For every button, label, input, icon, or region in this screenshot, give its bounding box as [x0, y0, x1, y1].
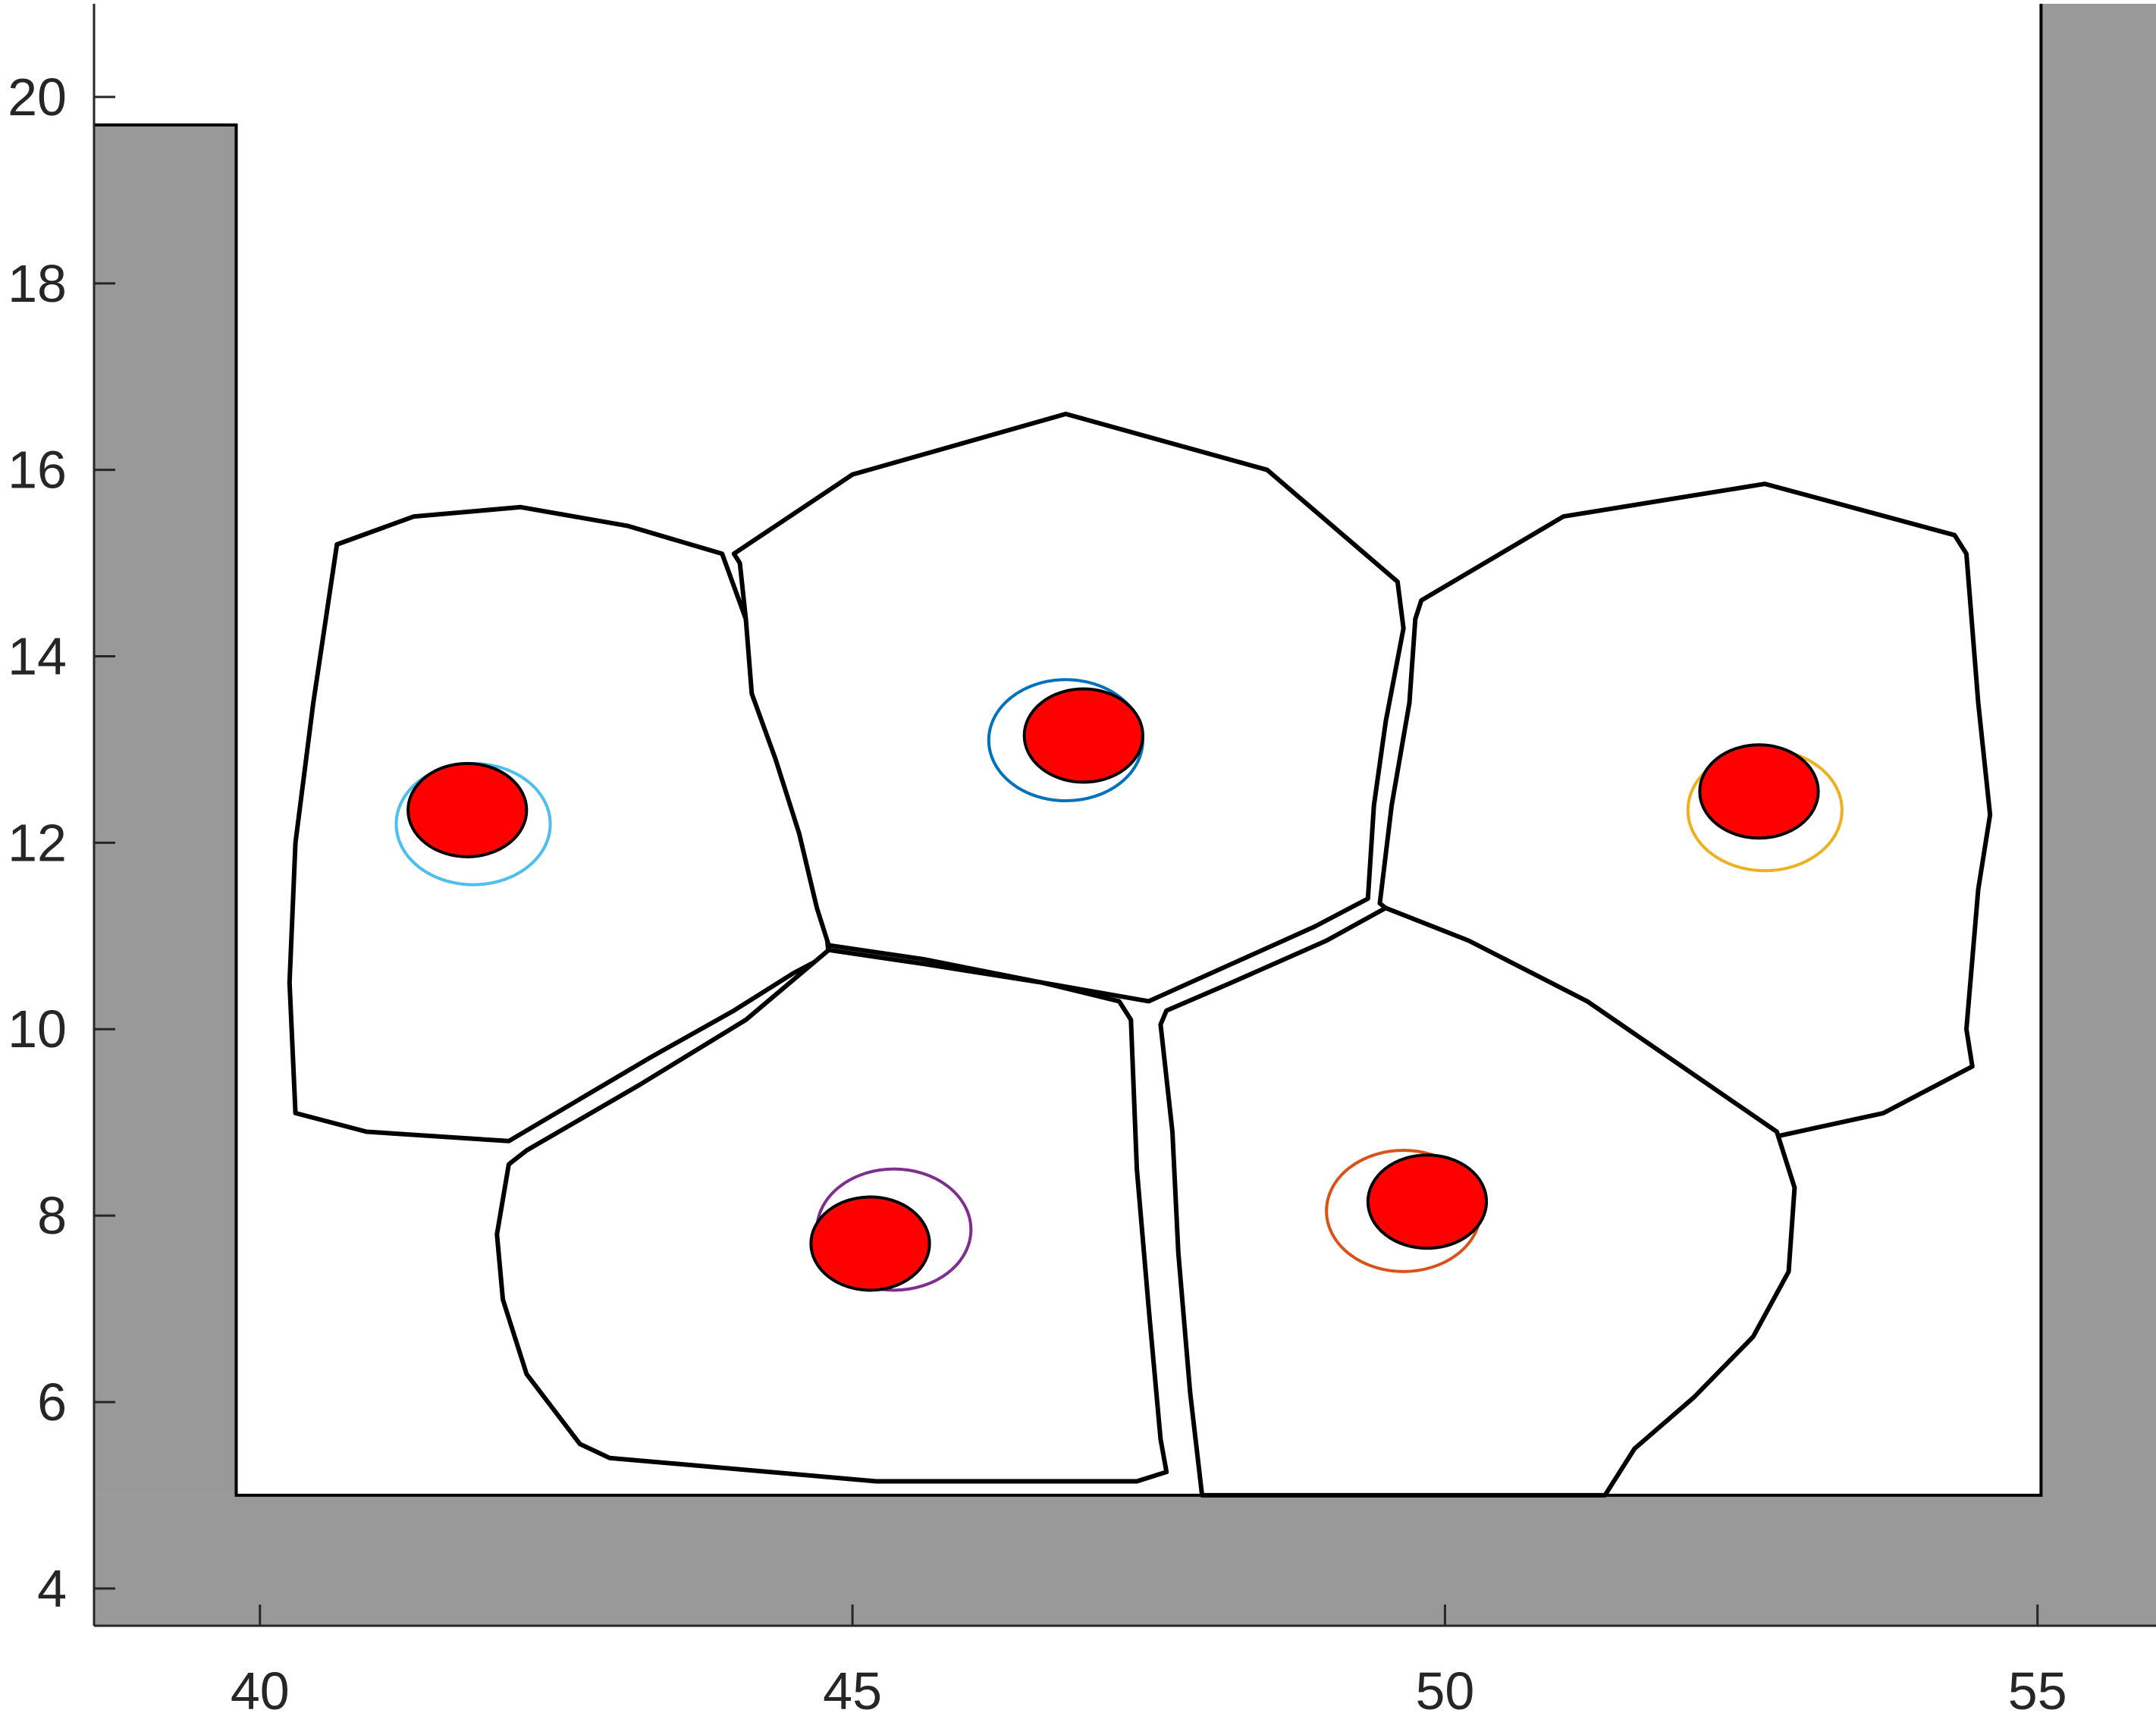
cell-outline: [287, 504, 831, 1143]
x-tick-label: 45: [823, 1661, 882, 1716]
cell-nucleus: [1698, 743, 1820, 840]
y-tick-label: 6: [37, 1372, 67, 1432]
x-tick-label: 55: [2008, 1661, 2067, 1716]
cell-nucleus: [809, 1195, 931, 1292]
container-boundary: [94, 4, 2043, 1497]
x-tick-label: 50: [1415, 1661, 1474, 1716]
x-tick-label: 40: [231, 1661, 290, 1716]
container-left-wall: [94, 124, 237, 1626]
container-right-wall: [2041, 4, 2156, 1626]
y-tick-label: 8: [37, 1186, 67, 1245]
y-tick-label: 20: [8, 67, 67, 127]
y-tick-label: 14: [8, 627, 67, 686]
cell-nucleus: [1022, 687, 1144, 784]
y-tick-label: 16: [8, 441, 67, 500]
y-tick-label: 12: [8, 813, 67, 872]
cell-4: [494, 947, 1169, 1484]
container-walls: [94, 4, 2156, 1626]
cells-layer: [287, 411, 1993, 1498]
cell-1: [287, 504, 831, 1143]
cell-5: [1158, 905, 1797, 1498]
cell-nucleus: [1366, 1153, 1489, 1250]
cell-2: [731, 411, 1406, 1004]
container-floor: [94, 1495, 2156, 1626]
axes: 4 6 8 10 12 14 16 18 20 40 45 50 55: [8, 4, 2156, 1716]
y-tick-label: 18: [8, 254, 67, 313]
y-tick-label: 10: [8, 999, 67, 1059]
y-tick-label: 4: [37, 1559, 67, 1618]
cell-nucleus: [406, 761, 529, 858]
